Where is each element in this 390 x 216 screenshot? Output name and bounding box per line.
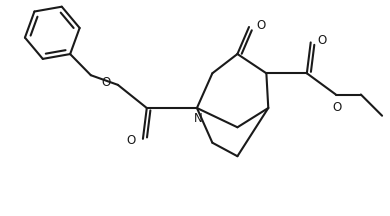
- Text: N: N: [194, 112, 203, 125]
- Text: O: O: [126, 134, 135, 147]
- Text: O: O: [101, 76, 110, 89]
- Text: O: O: [332, 102, 341, 114]
- Text: O: O: [318, 34, 327, 47]
- Text: O: O: [256, 19, 265, 32]
